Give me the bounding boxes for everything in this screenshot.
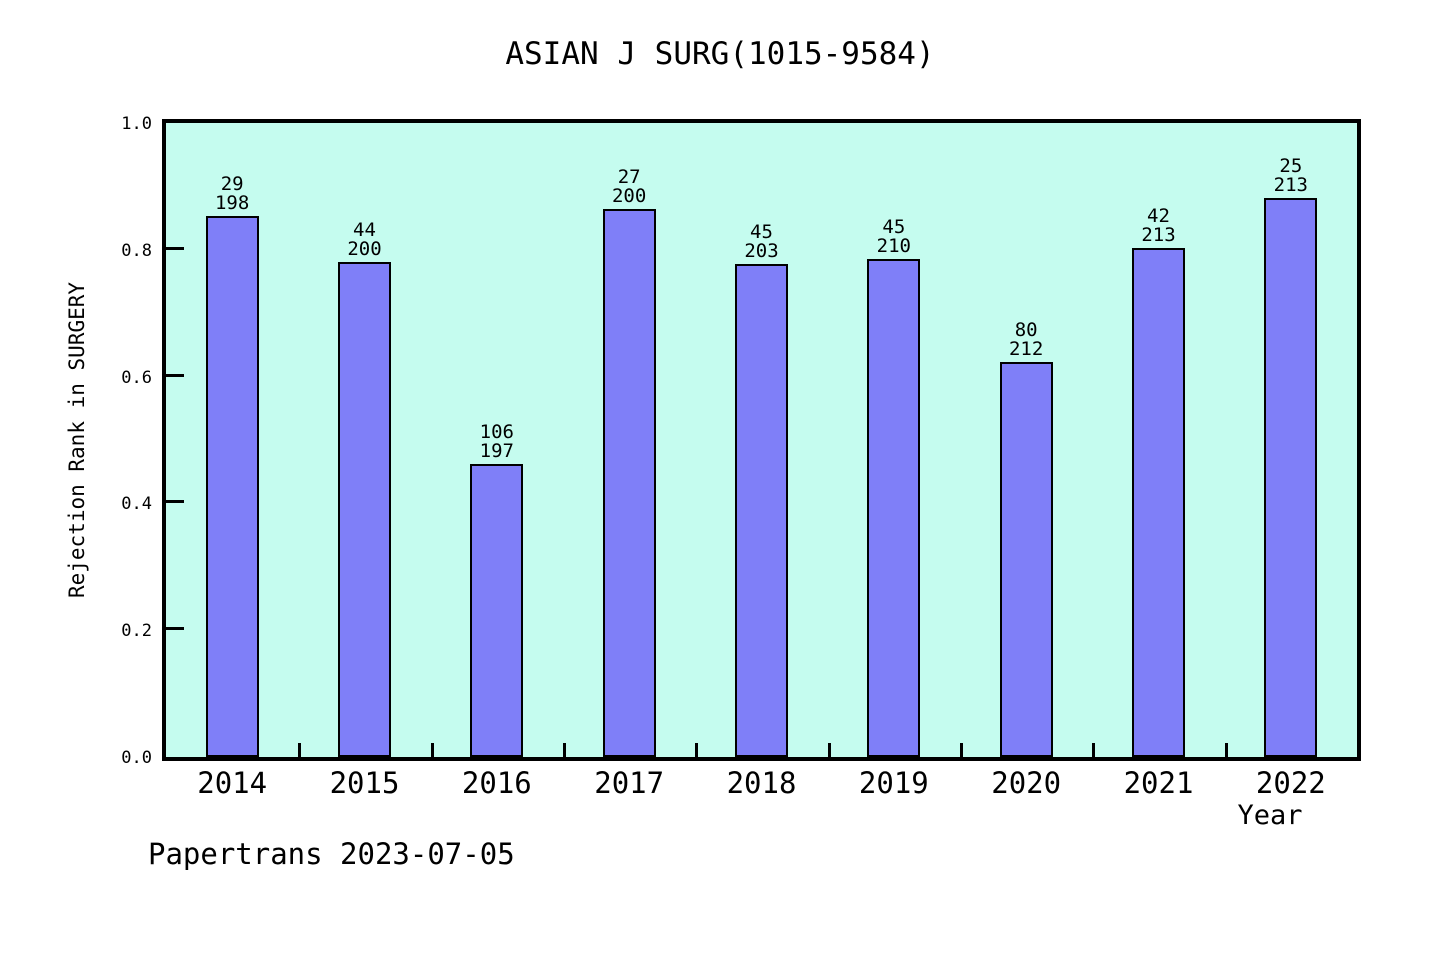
bar-value-label-2015: 44 200 xyxy=(305,221,425,259)
bar-value-label-2019: 45 210 xyxy=(834,215,954,257)
x-tick-2 xyxy=(430,743,434,757)
bar-label-rank: 27 xyxy=(617,165,641,188)
x-tick-6 xyxy=(960,743,963,757)
y-axis-label: Rejection Rank in SURGERY xyxy=(60,120,94,760)
bar-2019[interactable] xyxy=(867,258,921,757)
bar-2022[interactable] xyxy=(1264,198,1318,757)
bar-value-label-2020: 80 212 xyxy=(966,321,1086,359)
x-tick-5 xyxy=(827,743,831,757)
bar-value-label-2018: 45 203 xyxy=(702,220,822,262)
bar-2021[interactable] xyxy=(1132,247,1185,757)
x-tick-3 xyxy=(563,743,566,757)
y-tick-label-0.2: 0.2 xyxy=(121,621,152,642)
bar-label-rank: 25 xyxy=(1279,155,1303,178)
y-tick-label-1.0: 1.0 xyxy=(121,114,152,134)
y-tick-0.2 xyxy=(166,627,184,631)
bar-label-rank: 80 xyxy=(1014,319,1038,342)
y-tick-label-0.4: 0.4 xyxy=(121,494,152,515)
bar-2017[interactable] xyxy=(602,208,656,757)
x-tick-4 xyxy=(695,743,699,757)
bar-value-label-2016: 106 197 xyxy=(437,423,557,461)
bar-2015[interactable] xyxy=(338,262,391,757)
bar-label-rank: 44 xyxy=(353,219,376,242)
bar-label-total: 197 xyxy=(479,440,514,463)
bar-value-label-2021: 42 213 xyxy=(1099,204,1219,246)
bar-label-total: 213 xyxy=(1141,223,1176,246)
bar-value-label-2017: 27 200 xyxy=(569,165,689,207)
x-axis-label: Year xyxy=(1237,800,1303,831)
y-tick-label-0.8: 0.8 xyxy=(121,240,152,261)
x-tick-label-2016: 2016 xyxy=(461,766,532,800)
bar-label-rank: 45 xyxy=(882,215,906,238)
plot-inner: 29 198 44 200 106 197 27 200 45 203 45 210 80 212 42 21… xyxy=(166,123,1357,757)
x-tick-label-2021: 2021 xyxy=(1123,766,1194,800)
y-tick-0.4 xyxy=(166,500,184,504)
bar-label-rank: 45 xyxy=(750,220,773,243)
x-tick-7 xyxy=(1092,743,1096,757)
bar-value-label-2022: 25 213 xyxy=(1231,157,1351,195)
bar-label-total: 198 xyxy=(214,192,250,215)
bar-2016[interactable] xyxy=(470,464,524,757)
bar-label-rank: 29 xyxy=(220,173,244,196)
x-tick-label-2018: 2018 xyxy=(726,766,797,800)
footer-note: Papertrans 2023-07-05 xyxy=(148,837,515,871)
plot-area: 29 198 44 200 106 197 27 200 45 203 45 210 80 212 42 21… xyxy=(162,119,1361,761)
chart-title: ASIAN J SURG(1015-9584) xyxy=(505,36,935,72)
y-axis-label-text: Rejection Rank in SURGERY xyxy=(65,281,90,599)
bar-2018[interactable] xyxy=(735,263,788,757)
bar-label-total: 203 xyxy=(744,239,779,262)
y-tick-0.8 xyxy=(166,246,184,250)
bar-label-total: 200 xyxy=(611,184,647,207)
x-tick-label-2020: 2020 xyxy=(991,766,1062,800)
y-tick-label-0.0: 0.0 xyxy=(121,748,152,768)
bar-label-rank: 106 xyxy=(479,421,514,444)
x-tick-8 xyxy=(1224,743,1228,757)
bar-label-total: 213 xyxy=(1273,174,1308,197)
y-tick-0.6 xyxy=(166,373,184,377)
x-tick-label-2019: 2019 xyxy=(858,766,929,800)
x-tick-1 xyxy=(298,743,302,757)
bar-label-rank: 42 xyxy=(1147,204,1170,227)
y-tick-label-0.6: 0.6 xyxy=(121,367,152,388)
x-tick-label-2022: 2022 xyxy=(1255,766,1326,800)
bar-label-total: 210 xyxy=(876,234,911,257)
x-tick-label-2015: 2015 xyxy=(329,766,400,800)
x-tick-label-2017: 2017 xyxy=(594,766,665,800)
x-tick-label-2014: 2014 xyxy=(197,766,268,800)
bar-value-label-2014: 29 198 xyxy=(172,175,292,213)
bar-label-total: 200 xyxy=(347,238,382,261)
bar-2014[interactable] xyxy=(205,216,259,757)
bar-2020[interactable] xyxy=(999,362,1053,757)
bar-label-total: 212 xyxy=(1008,338,1044,361)
